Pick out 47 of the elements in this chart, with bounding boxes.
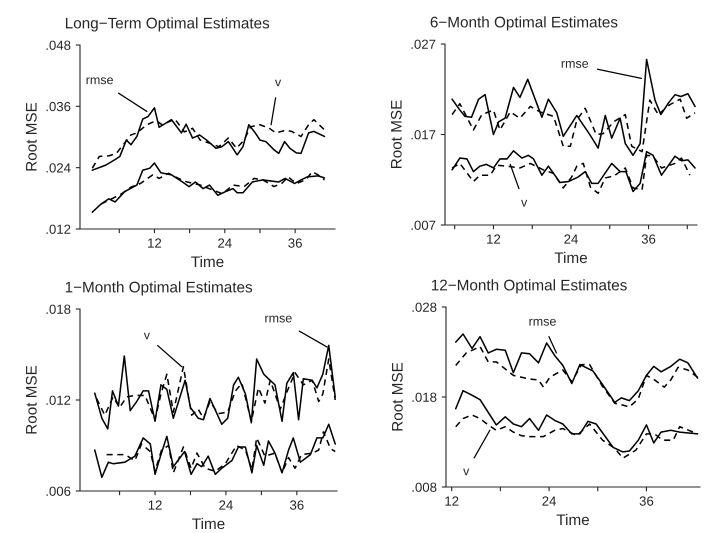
x-tick-label: 36 [640,496,654,506]
x-tick-label: 36 [290,500,304,510]
x-tick-label: 24 [542,496,556,506]
chart-title: 1−Month Optimal Estimates [66,281,252,296]
annotation: v [463,468,470,476]
y-axis-title: Root MSE [26,102,37,171]
y-tick-label: .027 [412,40,436,49]
y-axis-title: Root MSE [26,366,37,434]
x-tick-label: 24 [219,500,233,510]
y-tick-label: .007 [412,220,436,230]
y-tick-label: .024 [46,163,71,173]
annotation: v [521,200,528,206]
y-tick-label: .018 [46,304,70,314]
line-series [451,58,696,156]
x-axis-title: Time [192,518,225,530]
x-axis-title: Time [554,252,588,264]
x-tick-label: 24 [218,238,232,248]
x-tick-label: 36 [642,234,656,244]
x-tick-label: 12 [148,500,162,510]
y-axis-title: Root MSE [392,362,403,431]
chart-title: 6−Month Optimal Estimates [430,16,618,31]
x-tick-label: 12 [445,496,458,506]
y-tick-label: .006 [46,486,70,496]
annotation: rmse [86,77,113,84]
annotation: rmse [265,316,292,322]
y-axis-title: Root MSE [390,100,402,168]
x-axis-title: Time [191,256,224,268]
y-tick-label: .048 [46,40,70,50]
annotation: v [144,332,150,340]
y-tick-label: .008 [412,482,436,492]
y-tick-label: .012 [46,224,70,234]
annotation: rmse [562,61,588,68]
annotation: v [274,80,282,86]
y-tick-label: .036 [46,102,70,112]
x-tick-label: 12 [487,234,500,244]
y-tick-label: .018 [412,392,436,402]
x-axis-title: Time [556,514,590,526]
y-tick-label: .012 [46,396,70,405]
annotation: rmse [529,318,556,326]
chart-title: 12−Month Optimal Estimates [432,279,627,294]
x-tick-label: 12 [148,238,162,248]
x-tick-label: 24 [564,234,578,244]
x-tick-label: 36 [288,238,302,248]
y-tick-label: .017 [412,130,436,140]
y-tick-label: .028 [412,302,436,312]
chart-title: Long−Term Optimal Estimates [66,17,270,32]
line-series [94,424,336,478]
